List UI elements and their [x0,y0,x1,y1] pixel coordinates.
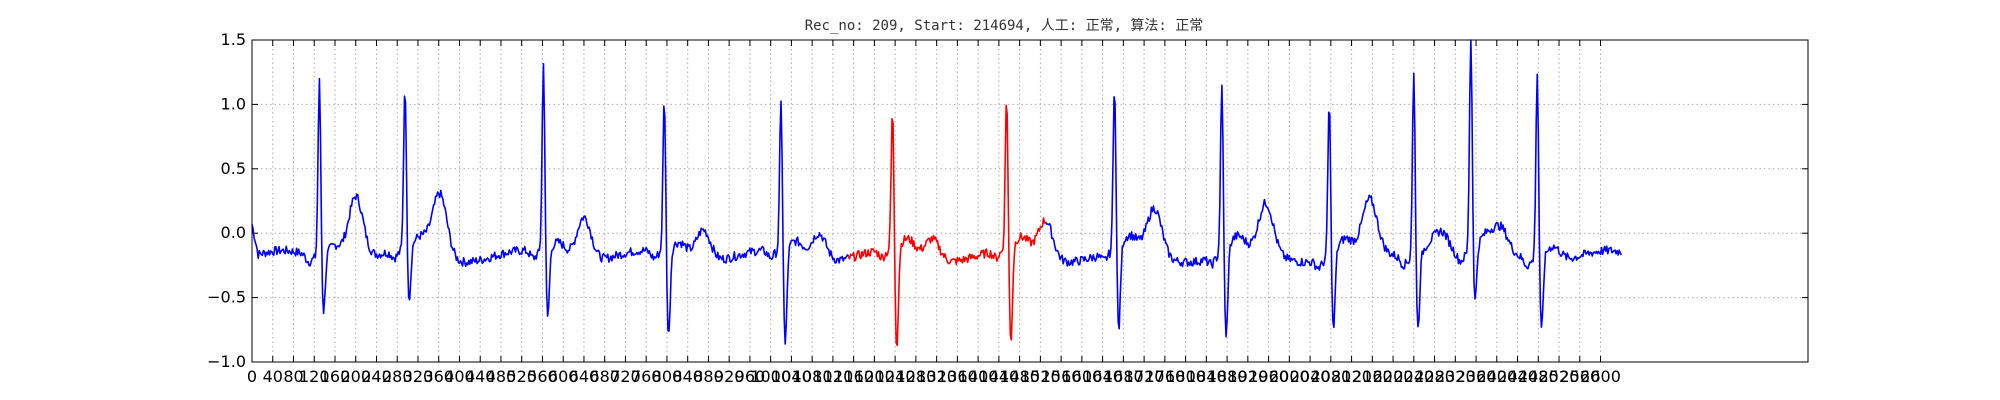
x-tick-label: 1920 [1227,367,1268,386]
x-tick-label: 1480 [999,367,1040,386]
y-tick-label: −0.5 [207,288,246,307]
ecg-trace-highlight [847,104,1047,347]
x-tick-label: 200 [340,367,371,386]
x-tick-label: 1600 [1062,367,1103,386]
x-tick-label: 2000 [1269,367,1310,386]
x-tick-label: 600 [548,367,579,386]
x-tick-label: 2080 [1310,367,1351,386]
x-tick-label: 2200 [1373,367,1414,386]
x-tick-label: 440 [465,367,496,386]
x-tick-label: 160 [320,367,351,386]
x-tick-label: 1840 [1186,367,1227,386]
x-tick-label: 2440 [1497,367,1538,386]
y-tick-label: 0.0 [221,223,246,242]
x-tick-label: 1040 [771,367,812,386]
x-tick-label: 2360 [1456,367,1497,386]
y-tick-label: 0.5 [221,159,246,178]
ecg-series [251,39,1622,347]
x-tick-label: 1800 [1165,367,1206,386]
x-tick-label: 2400 [1476,367,1517,386]
x-tick-label: 2520 [1539,367,1580,386]
x-tick-label: 1240 [875,367,916,386]
x-tick-label: 1400 [958,367,999,386]
x-tick-label: 80 [283,367,303,386]
x-tick-label: 1440 [979,367,1020,386]
x-tick-label: 560 [527,367,558,386]
x-tick-label: 1320 [916,367,957,386]
x-tick-label: 1880 [1207,367,1248,386]
x-tick-label: 1280 [896,367,937,386]
x-tick-label: 1160 [833,367,874,386]
y-axis-ticks: −1.0 −0.5 0.0 0.5 1.0 1.5 [207,30,1808,371]
x-tick-label: 400 [444,367,475,386]
x-tick-label: 280 [382,367,413,386]
x-tick-label: 2040 [1290,367,1331,386]
y-tick-label: −1.0 [207,352,246,371]
x-tick-label: 1000 [750,367,791,386]
x-tick-label: 840 [672,367,703,386]
x-tick-label: 2280 [1414,367,1455,386]
x-tick-label: 1960 [1248,367,1289,386]
x-tick-label: 800 [652,367,683,386]
chart-title: Rec_no: 209, Start: 214694, 人工: 正常, 算法: … [805,18,1204,34]
x-tick-label: 2320 [1435,367,1476,386]
x-tick-label: 1720 [1124,367,1165,386]
x-tick-label: 120 [299,367,330,386]
x-tick-label: 1080 [792,367,833,386]
x-tick-label: 40 [263,367,283,386]
x-tick-label: 1680 [1103,367,1144,386]
x-tick-label: 360 [423,367,454,386]
x-tick-label: 2240 [1393,367,1434,386]
x-tick-label: 2480 [1518,367,1559,386]
x-tick-label: 480 [486,367,517,386]
x-tick-label: 0 [247,367,257,386]
x-axis-ticks: 0 40 8012016020024028032036040044048052056… [247,40,1621,386]
y-tick-label: 1.5 [221,30,246,49]
x-tick-label: 1760 [1144,367,1185,386]
x-tick-label: 760 [631,367,662,386]
x-tick-label: 520 [506,367,537,386]
x-tick-label: 240 [361,367,392,386]
x-tick-label: 1200 [854,367,895,386]
x-tick-label: 2560 [1559,367,1600,386]
x-tick-label: 2160 [1352,367,1393,386]
x-tick-label: 920 [714,367,745,386]
ecg-trace-normal-left [251,63,850,345]
ecg-trace-normal-right [1044,39,1622,338]
x-tick-label: 2120 [1331,367,1372,386]
x-tick-label: 1120 [813,367,854,386]
x-tick-label: 2600 [1580,367,1621,386]
x-tick-label: 1360 [937,367,978,386]
x-tick-label: 640 [569,367,600,386]
x-tick-label: 880 [693,367,724,386]
x-tick-label: 1640 [1082,367,1123,386]
plot-area-frame [251,39,1809,363]
x-tick-label: 320 [403,367,434,386]
x-tick-label: 720 [610,367,641,386]
y-tick-label: 1.0 [221,94,246,113]
x-tick-label: 1520 [1020,367,1061,386]
x-tick-label: 680 [589,367,620,386]
x-tick-label: 960 [735,367,766,386]
x-tick-label: 1560 [1041,367,1082,386]
